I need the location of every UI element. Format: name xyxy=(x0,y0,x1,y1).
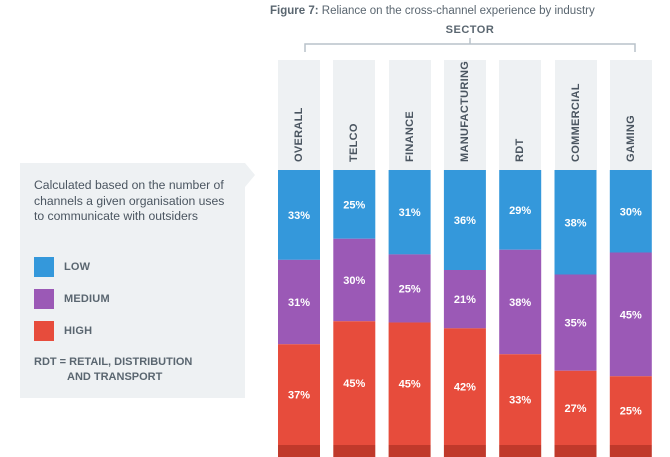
data-label-high-overall: 37% xyxy=(288,390,310,402)
column-header-rdt: RDT xyxy=(499,60,542,170)
figure-title: Figure 7: Reliance on the cross-channel … xyxy=(270,5,670,17)
bar-low-overall xyxy=(278,170,320,260)
info-box: Calculated based on the number of channe… xyxy=(20,163,255,398)
sector-bracket xyxy=(304,38,636,52)
data-label-low-overall: 33% xyxy=(288,210,310,222)
bar-base-telco xyxy=(333,445,376,457)
data-label-high-telco: 45% xyxy=(343,378,365,390)
info-box-pointer xyxy=(245,163,255,187)
bar-base-commercial xyxy=(554,445,597,457)
rdt-note: RDT = RETAIL, DISTRIBUTION AND TRANSPORT xyxy=(34,355,234,385)
data-label-low-telco: 25% xyxy=(343,199,365,211)
bar-base-gaming xyxy=(609,445,652,457)
data-label-medium-manufacturing: 21% xyxy=(454,294,476,306)
bar-low-rdt xyxy=(499,170,542,250)
bar-low-finance xyxy=(388,170,431,255)
legend-label-medium: MEDIUM xyxy=(64,293,110,305)
legend-item-medium: MEDIUM xyxy=(34,288,110,310)
info-note: Calculated based on the number of channe… xyxy=(34,178,225,223)
bar-base-manufacturing xyxy=(443,445,486,457)
rdt-note-line2: AND TRANSPORT xyxy=(67,371,163,383)
column-header-overall: OVERALL xyxy=(278,60,320,170)
data-label-high-gaming: 25% xyxy=(620,406,642,418)
data-label-low-rdt: 29% xyxy=(509,205,531,217)
column-header-manufacturing: MANUFACTURING xyxy=(443,60,486,170)
data-label-low-gaming: 30% xyxy=(620,206,642,218)
legend-label-low: LOW xyxy=(64,261,91,273)
bar-medium-finance xyxy=(388,254,431,323)
rdt-note-line1: RDT = RETAIL, DISTRIBUTION xyxy=(34,356,193,368)
bar-low-commercial xyxy=(554,170,597,275)
bar-medium-manufacturing xyxy=(443,270,486,329)
data-label-medium-gaming: 45% xyxy=(620,309,642,321)
legend-label-high: HIGH xyxy=(64,325,93,337)
legend-swatch-medium xyxy=(34,289,54,309)
bar-medium-overall xyxy=(278,259,320,345)
bar-low-gaming xyxy=(609,170,652,253)
data-label-medium-telco: 30% xyxy=(343,275,365,287)
data-label-high-manufacturing: 42% xyxy=(454,382,476,394)
legend-item-high: HIGH xyxy=(34,320,92,342)
legend-swatch-high xyxy=(34,321,54,341)
column-header-commercial: COMMERCIAL xyxy=(554,60,597,170)
data-label-low-manufacturing: 36% xyxy=(454,215,476,227)
bar-high-overall xyxy=(278,344,320,445)
bar-high-manufacturing xyxy=(443,328,486,445)
legend-item-low: LOW xyxy=(34,256,90,278)
bar-low-telco xyxy=(333,170,376,239)
bar-low-manufacturing xyxy=(443,170,486,270)
bar-high-gaming xyxy=(609,376,652,445)
bar-high-telco xyxy=(333,321,376,445)
bar-medium-telco xyxy=(333,238,376,322)
bar-high-finance xyxy=(388,322,431,445)
bar-medium-commercial xyxy=(554,274,597,371)
bar-high-rdt xyxy=(499,354,542,445)
column-header-gaming: GAMING xyxy=(609,60,652,170)
data-label-low-commercial: 38% xyxy=(564,217,586,229)
bar-high-commercial xyxy=(554,370,597,445)
data-label-medium-commercial: 35% xyxy=(564,318,586,330)
data-label-medium-finance: 25% xyxy=(399,283,421,295)
data-label-high-commercial: 27% xyxy=(564,403,586,415)
bar-base-rdt xyxy=(499,445,542,457)
data-label-high-finance: 45% xyxy=(399,379,421,391)
bar-base-finance xyxy=(388,445,431,457)
data-label-low-finance: 31% xyxy=(399,207,421,219)
data-label-high-rdt: 33% xyxy=(509,395,531,407)
data-label-medium-rdt: 38% xyxy=(509,297,531,309)
figure-title-text: Reliance on the cross-channel experience… xyxy=(321,5,595,17)
column-header-telco: TELCO xyxy=(333,60,376,170)
figure-label: Figure 7: xyxy=(270,5,319,17)
column-header-finance: FINANCE xyxy=(388,60,431,170)
bar-medium-rdt xyxy=(499,249,542,355)
data-label-medium-overall: 31% xyxy=(288,297,310,309)
bar-base-overall xyxy=(278,445,320,457)
legend-swatch-low xyxy=(34,257,54,277)
sector-label: SECTOR xyxy=(445,24,495,36)
bar-medium-gaming xyxy=(609,252,652,377)
